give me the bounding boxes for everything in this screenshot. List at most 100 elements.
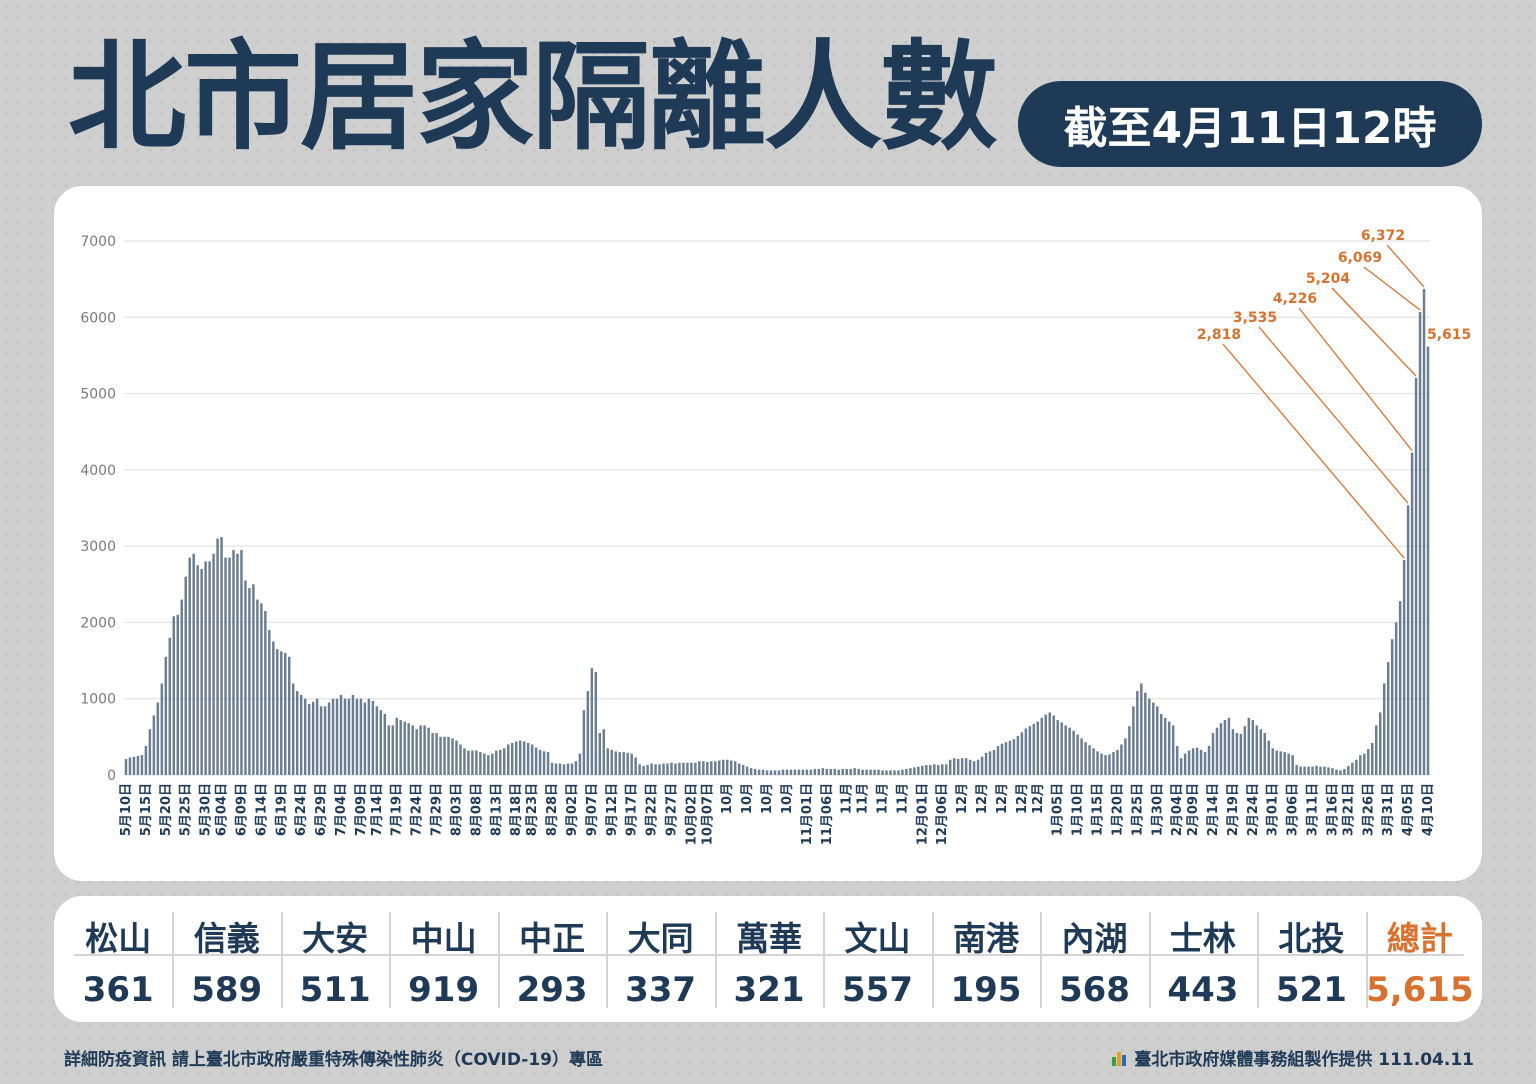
bar: [534, 747, 538, 775]
bar: [737, 763, 741, 775]
bar: [1335, 769, 1338, 775]
y-tick-label: 4000: [80, 463, 116, 479]
bar: [865, 769, 868, 775]
date-label: 截至4月11日12時: [1063, 103, 1437, 154]
bar: [276, 649, 279, 775]
bar: [1363, 753, 1366, 775]
bar: [220, 536, 223, 775]
bar: [1247, 717, 1251, 775]
district-column: 萬華 321: [714, 902, 823, 1016]
district-count: 589: [191, 970, 263, 1010]
bar: [968, 759, 972, 775]
page-title: 北市居家隔離人數: [68, 28, 998, 166]
bar: [654, 764, 657, 775]
y-tick-label: 3000: [80, 539, 116, 555]
bar: [952, 758, 956, 775]
bar: [1287, 753, 1290, 775]
bar: [829, 768, 832, 775]
bar: [622, 752, 625, 775]
bar: [1016, 736, 1020, 775]
bar: [1092, 748, 1095, 775]
bar: [514, 741, 518, 775]
bar: [853, 768, 856, 775]
bar: [602, 729, 606, 775]
bar: [745, 766, 749, 775]
bar: [992, 749, 996, 775]
bar: [228, 557, 231, 775]
district-count: 511: [299, 970, 371, 1010]
bar: [1191, 748, 1195, 775]
bar: [960, 758, 964, 775]
bar: [905, 768, 908, 775]
bar: [897, 770, 900, 775]
bar: [1112, 752, 1115, 775]
bar: [980, 756, 984, 775]
bar: [757, 769, 761, 775]
bar: [299, 694, 303, 775]
bar: [1108, 754, 1111, 775]
bar: [825, 768, 829, 775]
bar: [1263, 733, 1266, 775]
bar: [1040, 717, 1044, 775]
bar: [415, 729, 418, 775]
data-label: 2,818: [1197, 327, 1241, 343]
district-column: 士林 443: [1148, 902, 1257, 1016]
district-column: 中山 919: [389, 902, 497, 1016]
bar: [666, 763, 669, 775]
bar: [268, 630, 271, 775]
bar: [232, 549, 235, 775]
district-column: 內湖 568: [1040, 902, 1148, 1016]
bar: [1367, 749, 1370, 775]
bar: [1036, 721, 1040, 775]
bar: [152, 715, 156, 775]
bar: [893, 770, 896, 775]
x-tick-label: 12月: [995, 783, 1010, 814]
bar: [180, 599, 183, 775]
bar: [1378, 712, 1382, 775]
bar: [284, 652, 287, 775]
bar: [805, 769, 809, 775]
bar: [1227, 717, 1231, 775]
date-badge: 截至4月11日12時: [1018, 81, 1482, 167]
bar: [510, 742, 514, 775]
bar: [996, 746, 1000, 775]
district-name: 總計: [1386, 919, 1453, 958]
bar: [1187, 750, 1191, 775]
x-tick-label: 9月12日: [605, 783, 620, 836]
bar: [749, 768, 753, 775]
bar: [168, 637, 172, 775]
bar: [403, 721, 406, 775]
bar: [1163, 717, 1167, 775]
bar: [1167, 721, 1171, 775]
bar: [813, 768, 817, 775]
bar: [1307, 766, 1310, 775]
bar: [542, 751, 546, 775]
x-tick-label: 9月07日: [585, 783, 600, 836]
bar: [132, 756, 136, 775]
bar: [1426, 346, 1430, 775]
bar: [590, 668, 594, 775]
bar: [1243, 726, 1247, 775]
bar: [761, 769, 765, 775]
bar: [1076, 734, 1079, 775]
data-label: 3,535: [1233, 310, 1277, 326]
bar: [367, 698, 371, 775]
bar: [188, 557, 191, 775]
x-tick-label: 3月26日: [1361, 783, 1376, 836]
x-tick-label: 10月: [760, 783, 775, 814]
bar: [678, 762, 681, 775]
x-tick-label: 1月25日: [1130, 783, 1145, 836]
bar: [1398, 601, 1402, 775]
bar: [1024, 728, 1028, 775]
x-tick-label: 11月01日: [800, 783, 815, 845]
x-tick-label: 2月04日: [1170, 783, 1185, 836]
bar: [319, 706, 323, 775]
bar: [1179, 758, 1183, 775]
bar: [136, 755, 140, 775]
x-tick-label: 11月06日: [820, 783, 835, 845]
bar: [913, 767, 916, 775]
bar: [1008, 740, 1012, 775]
bar: [1275, 750, 1278, 775]
bar: [1152, 702, 1155, 775]
bar: [614, 751, 617, 775]
